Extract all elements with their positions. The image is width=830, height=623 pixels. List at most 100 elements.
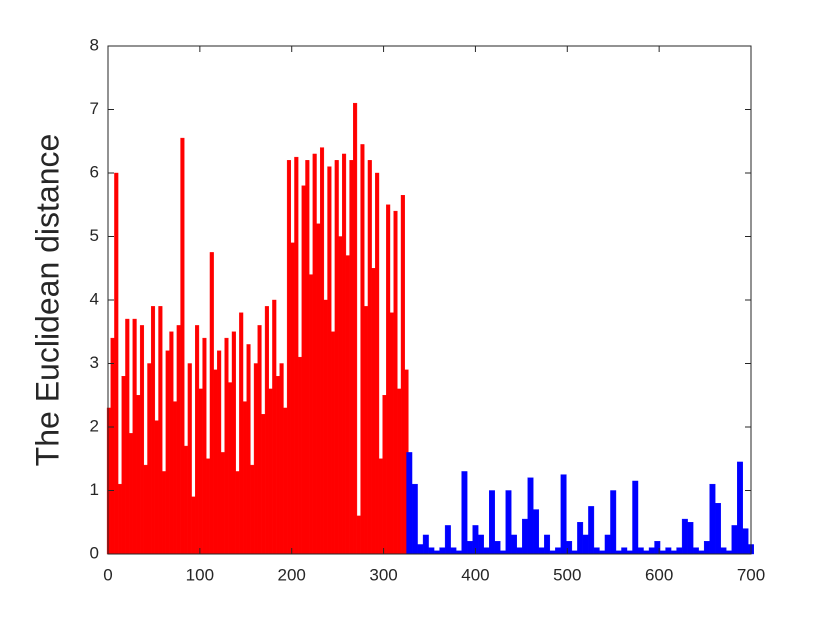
bar	[703, 541, 710, 555]
bar	[202, 337, 207, 555]
bar	[386, 204, 391, 555]
y-tick-label: 7	[90, 99, 99, 118]
bar	[544, 534, 551, 555]
bar	[224, 337, 229, 555]
bar	[382, 395, 387, 555]
bar	[187, 363, 192, 555]
bar	[588, 506, 595, 555]
bar	[577, 522, 584, 555]
bar	[121, 376, 126, 555]
bar	[283, 407, 288, 555]
y-tick-label: 6	[90, 162, 99, 181]
bar	[114, 172, 119, 555]
bar	[312, 153, 317, 555]
bar	[367, 160, 372, 555]
bar	[439, 547, 446, 555]
bar	[676, 547, 683, 555]
bar	[305, 160, 310, 555]
x-tick-label: 200	[278, 565, 306, 584]
y-tick-label: 3	[90, 353, 99, 372]
bar	[279, 363, 284, 555]
bar	[511, 534, 517, 555]
bar	[516, 547, 523, 555]
bar	[191, 496, 196, 555]
bar	[338, 236, 343, 555]
bar	[231, 331, 236, 555]
y-tick-label: 1	[90, 480, 99, 499]
bar	[161, 471, 167, 555]
y-axis-label: The Euclidean distance	[29, 134, 65, 467]
bar	[308, 274, 314, 555]
bar	[632, 480, 639, 555]
bar	[731, 525, 738, 555]
bar	[228, 382, 233, 555]
bar	[389, 312, 394, 555]
y-tick-label: 4	[90, 289, 99, 308]
bar	[378, 458, 383, 555]
bar	[353, 102, 358, 555]
bar	[264, 306, 269, 555]
bar	[217, 350, 222, 555]
bar	[637, 547, 644, 555]
bar	[220, 452, 225, 555]
x-tick-label: 600	[645, 565, 673, 584]
bar	[323, 299, 328, 555]
bar	[527, 477, 534, 555]
bar	[397, 388, 402, 555]
bar	[117, 483, 122, 555]
bar	[489, 490, 495, 555]
y-tick-label: 5	[90, 226, 99, 245]
bar	[143, 464, 148, 555]
bar	[250, 464, 255, 555]
bar	[180, 137, 185, 555]
bar	[246, 344, 251, 555]
bar	[450, 547, 457, 555]
bar	[206, 458, 211, 555]
bar	[375, 172, 380, 555]
bar	[494, 541, 501, 555]
bar	[461, 471, 468, 555]
bar	[582, 534, 589, 555]
bar	[648, 547, 655, 555]
y-tick-label: 8	[90, 35, 99, 54]
bar	[356, 515, 361, 555]
bar	[417, 544, 424, 555]
bar	[316, 223, 321, 555]
bar	[349, 160, 354, 555]
bar	[665, 547, 672, 555]
bar	[213, 369, 218, 555]
bar	[428, 547, 435, 555]
bar	[198, 388, 203, 555]
x-tick-label: 100	[186, 565, 214, 584]
bar	[505, 490, 512, 555]
x-tick-label: 300	[369, 565, 397, 584]
bar	[301, 185, 306, 555]
y-tick-label: 2	[90, 416, 99, 435]
y-tick-label: 0	[90, 543, 99, 562]
bar	[327, 166, 332, 555]
bar	[253, 363, 258, 555]
bar	[173, 401, 178, 555]
bar	[406, 452, 413, 555]
bar	[136, 395, 141, 555]
bar	[239, 312, 244, 555]
bar	[176, 325, 181, 555]
bar	[286, 160, 291, 555]
bar	[593, 547, 600, 555]
bar	[393, 210, 398, 555]
bar	[297, 356, 303, 555]
x-tick-label: 400	[461, 565, 489, 584]
bar	[242, 401, 247, 555]
bar	[184, 445, 189, 555]
bar	[195, 325, 200, 555]
bar	[692, 547, 699, 555]
bar	[709, 483, 716, 555]
bar	[737, 461, 743, 555]
bar	[742, 528, 749, 555]
bar	[621, 547, 628, 555]
bar	[342, 153, 347, 555]
bar	[257, 325, 262, 555]
bar	[235, 471, 240, 555]
